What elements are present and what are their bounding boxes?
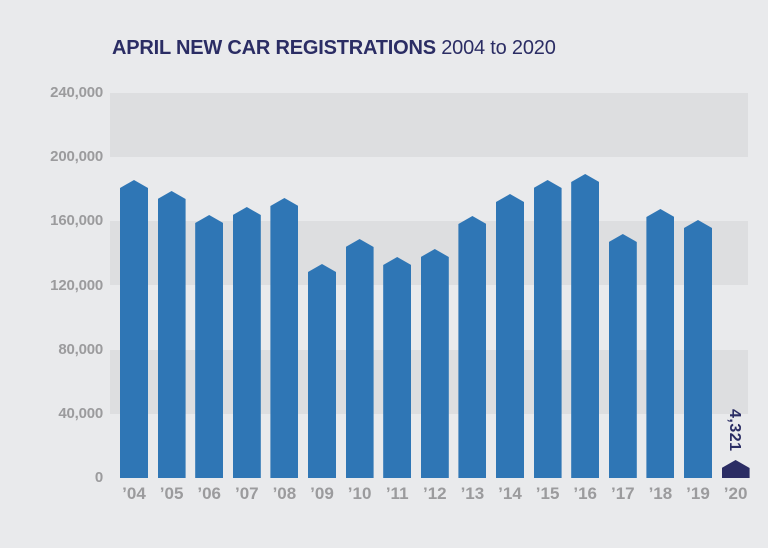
- plot-area: [110, 93, 750, 478]
- bar-04: [120, 180, 148, 478]
- bar-05: [157, 191, 186, 478]
- x-tick-label: ’13: [460, 484, 485, 503]
- y-tick-label: 0: [94, 469, 103, 486]
- bar-08: [270, 198, 299, 478]
- y-tick-label: 40,000: [58, 404, 103, 422]
- chart-title: APRIL NEW CAR REGISTRATIONS 2004 to 2020: [112, 36, 556, 60]
- bar-20: [721, 460, 750, 478]
- bar-12: [420, 249, 449, 478]
- bar-13: [458, 216, 487, 478]
- x-tick-label: ’06: [197, 484, 221, 503]
- x-tick-label: ’17: [610, 484, 635, 503]
- chart-title-subtitle: 2004 to 2020: [441, 37, 556, 59]
- bar-10: [345, 239, 374, 478]
- y-tick-label: 200,000: [50, 148, 103, 166]
- x-tick-label: ’16: [573, 484, 597, 503]
- x-tick-label: ’07: [234, 484, 259, 503]
- x-tick-label: ’09: [310, 484, 334, 503]
- chart-title-main: APRIL NEW CAR REGISTRATIONS: [112, 37, 436, 59]
- x-tick-label: ’14: [498, 484, 522, 503]
- bar-17: [608, 234, 637, 478]
- x-tick-label: ’08: [272, 484, 297, 503]
- y-tick-label: 160,000: [50, 212, 103, 230]
- x-tick-label: ’12: [422, 484, 447, 503]
- bar-09: [308, 264, 336, 478]
- x-tick-label: ’11: [385, 484, 409, 503]
- x-tick-label: ’10: [347, 484, 372, 503]
- bar-11: [383, 257, 412, 478]
- x-tick-label: ’04: [122, 484, 146, 503]
- y-tick-label: 120,000: [50, 276, 103, 294]
- bar-18: [646, 209, 675, 478]
- grid-band: [110, 93, 748, 158]
- x-tick-label: ’05: [159, 484, 184, 503]
- bar-15: [533, 180, 562, 478]
- y-tick-label: 80,000: [58, 340, 103, 358]
- x-tick-label: ’18: [648, 484, 673, 503]
- y-tick-label: 240,000: [50, 84, 103, 101]
- bar-06: [195, 215, 224, 478]
- bar-19: [684, 220, 712, 478]
- bar-07: [232, 207, 261, 478]
- bar-14: [496, 194, 524, 478]
- annotation-2020-value: 4,321: [726, 409, 743, 452]
- bar-16: [571, 174, 600, 478]
- x-tick-label: ’15: [535, 484, 560, 503]
- x-tick-label: ’19: [686, 484, 710, 503]
- x-tick-label: ’20: [723, 484, 748, 503]
